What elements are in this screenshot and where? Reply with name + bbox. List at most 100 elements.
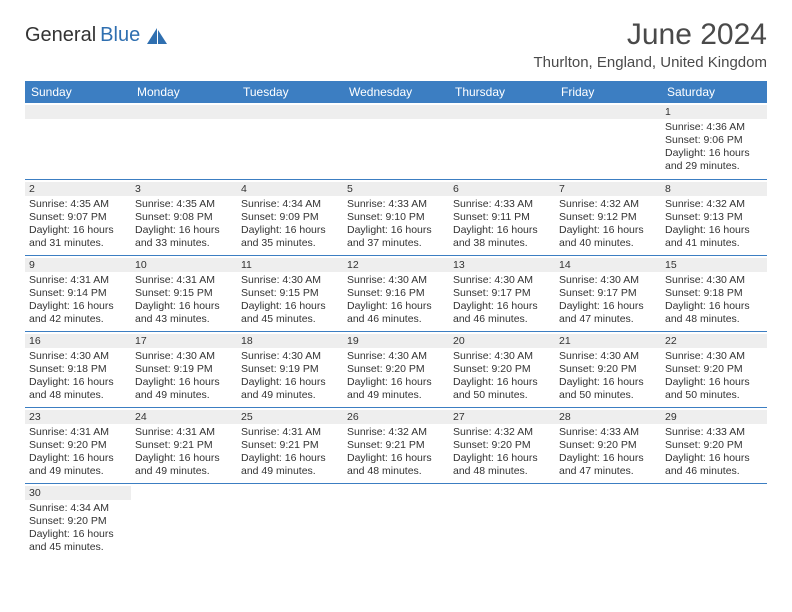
day-number: 24	[131, 410, 237, 424]
day-number: 17	[131, 334, 237, 348]
day-number: 12	[343, 258, 449, 272]
day-cell	[449, 103, 555, 179]
day-details: Sunrise: 4:33 AMSunset: 9:11 PMDaylight:…	[453, 198, 551, 251]
day-cell	[555, 483, 661, 559]
dayname-sun: Sunday	[25, 81, 131, 103]
day-number: 23	[25, 410, 131, 424]
day-cell: 18 Sunrise: 4:30 AMSunset: 9:19 PMDayligh…	[237, 331, 343, 407]
week-row: 1Sunrise: 4:36 AMSunset: 9:06 PMDaylight…	[25, 103, 767, 179]
day-cell: 8 Sunrise: 4:32 AMSunset: 9:13 PMDaylight…	[661, 179, 767, 255]
day-details: Sunrise: 4:30 AMSunset: 9:19 PMDaylight:…	[135, 350, 233, 403]
day-details: Sunrise: 4:30 AMSunset: 9:20 PMDaylight:…	[453, 350, 551, 403]
day-details: Sunrise: 4:30 AMSunset: 9:16 PMDaylight:…	[347, 274, 445, 327]
day-details: Sunrise: 4:30 AMSunset: 9:17 PMDaylight:…	[453, 274, 551, 327]
page-header: GeneralBlue June 2024 Thurlton, England,…	[25, 18, 767, 71]
day-number: 27	[449, 410, 555, 424]
day-details: Sunrise: 4:33 AMSunset: 9:20 PMDaylight:…	[559, 426, 657, 479]
dayname-sat: Saturday	[661, 81, 767, 103]
dayname-thu: Thursday	[449, 81, 555, 103]
day-details: Sunrise: 4:34 AMSunset: 9:20 PMDaylight:…	[29, 502, 127, 555]
logo: GeneralBlue	[25, 18, 168, 47]
day-cell	[343, 483, 449, 559]
day-cell	[449, 483, 555, 559]
day-details: Sunrise: 4:35 AMSunset: 9:07 PMDaylight:…	[29, 198, 127, 251]
day-cell: 21Sunrise: 4:30 AMSunset: 9:20 PMDayligh…	[555, 331, 661, 407]
calendar-page: GeneralBlue June 2024 Thurlton, England,…	[0, 0, 792, 569]
day-number: 30	[25, 486, 131, 500]
day-details: Sunrise: 4:31 AMSunset: 9:21 PMDaylight:…	[241, 426, 339, 479]
day-number: 15	[661, 258, 767, 272]
day-cell	[237, 483, 343, 559]
day-details: Sunrise: 4:30 AMSunset: 9:18 PMDaylight:…	[665, 274, 763, 327]
day-details: Sunrise: 4:36 AMSunset: 9:06 PMDaylight:…	[665, 121, 763, 174]
day-details: Sunrise: 4:30 AMSunset: 9:19 PMDaylight:…	[241, 350, 339, 403]
logo-text-dark: General	[25, 24, 96, 47]
day-number-empty	[25, 105, 131, 119]
dayname-fri: Friday	[555, 81, 661, 103]
day-cell: 28Sunrise: 4:33 AMSunset: 9:20 PMDayligh…	[555, 407, 661, 483]
day-number: 9	[25, 258, 131, 272]
day-number: 18	[237, 334, 343, 348]
day-cell: 7Sunrise: 4:32 AMSunset: 9:12 PMDaylight…	[555, 179, 661, 255]
day-number: 14	[555, 258, 661, 272]
day-number-empty	[555, 105, 661, 119]
day-cell: 3 Sunrise: 4:35 AMSunset: 9:08 PMDaylight…	[131, 179, 237, 255]
day-cell	[131, 483, 237, 559]
sail-icon	[146, 27, 168, 45]
day-cell: 22 Sunrise: 4:30 AMSunset: 9:20 PMDayligh…	[661, 331, 767, 407]
day-number: 13	[449, 258, 555, 272]
day-number: 4	[237, 182, 343, 196]
day-cell: 27Sunrise: 4:32 AMSunset: 9:20 PMDayligh…	[449, 407, 555, 483]
day-cell: 9 Sunrise: 4:31 AMSunset: 9:14 PMDaylight…	[25, 255, 131, 331]
day-details: Sunrise: 4:35 AMSunset: 9:08 PMDaylight:…	[135, 198, 233, 251]
day-number: 29	[661, 410, 767, 424]
day-details: Sunrise: 4:31 AMSunset: 9:15 PMDaylight:…	[135, 274, 233, 327]
day-cell: 17 Sunrise: 4:30 AMSunset: 9:19 PMDayligh…	[131, 331, 237, 407]
logo-text-blue: Blue	[100, 24, 140, 47]
dayname-mon: Monday	[131, 81, 237, 103]
day-details: Sunrise: 4:34 AMSunset: 9:09 PMDaylight:…	[241, 198, 339, 251]
header-right: June 2024 Thurlton, England, United King…	[534, 18, 767, 71]
week-row: 2 Sunrise: 4:35 AMSunset: 9:07 PMDaylight…	[25, 179, 767, 255]
day-cell: 2 Sunrise: 4:35 AMSunset: 9:07 PMDaylight…	[25, 179, 131, 255]
day-number-empty	[343, 105, 449, 119]
week-row: 23Sunrise: 4:31 AMSunset: 9:20 PMDayligh…	[25, 407, 767, 483]
week-row: 16Sunrise: 4:30 AMSunset: 9:18 PMDayligh…	[25, 331, 767, 407]
day-details: Sunrise: 4:31 AMSunset: 9:14 PMDaylight:…	[29, 274, 127, 327]
day-details: Sunrise: 4:31 AMSunset: 9:21 PMDaylight:…	[135, 426, 233, 479]
week-row: 30 Sunrise: 4:34 AMSunset: 9:20 PMDayligh…	[25, 483, 767, 559]
day-details: Sunrise: 4:30 AMSunset: 9:20 PMDaylight:…	[347, 350, 445, 403]
day-cell: 1Sunrise: 4:36 AMSunset: 9:06 PMDaylight…	[661, 103, 767, 179]
day-cell: 16Sunrise: 4:30 AMSunset: 9:18 PMDayligh…	[25, 331, 131, 407]
day-number: 16	[25, 334, 131, 348]
day-cell	[343, 103, 449, 179]
day-number: 20	[449, 334, 555, 348]
day-details: Sunrise: 4:33 AMSunset: 9:10 PMDaylight:…	[347, 198, 445, 251]
day-details: Sunrise: 4:33 AMSunset: 9:20 PMDaylight:…	[665, 426, 763, 479]
day-number: 25	[237, 410, 343, 424]
day-cell: 19Sunrise: 4:30 AMSunset: 9:20 PMDayligh…	[343, 331, 449, 407]
day-cell: 13 Sunrise: 4:30 AMSunset: 9:17 PMDayligh…	[449, 255, 555, 331]
day-number: 10	[131, 258, 237, 272]
day-cell: 12 Sunrise: 4:30 AMSunset: 9:16 PMDayligh…	[343, 255, 449, 331]
day-cell	[661, 483, 767, 559]
page-title: June 2024	[534, 18, 767, 52]
day-details: Sunrise: 4:30 AMSunset: 9:15 PMDaylight:…	[241, 274, 339, 327]
day-cell: 6 Sunrise: 4:33 AMSunset: 9:11 PMDaylight…	[449, 179, 555, 255]
day-details: Sunrise: 4:30 AMSunset: 9:20 PMDaylight:…	[665, 350, 763, 403]
day-cell: 10 Sunrise: 4:31 AMSunset: 9:15 PMDayligh…	[131, 255, 237, 331]
day-number: 8	[661, 182, 767, 196]
day-number-empty	[449, 105, 555, 119]
day-number: 3	[131, 182, 237, 196]
day-cell: 5Sunrise: 4:33 AMSunset: 9:10 PMDaylight…	[343, 179, 449, 255]
day-details: Sunrise: 4:32 AMSunset: 9:13 PMDaylight:…	[665, 198, 763, 251]
day-number: 2	[25, 182, 131, 196]
day-number: 22	[661, 334, 767, 348]
day-cell: 15 Sunrise: 4:30 AMSunset: 9:18 PMDayligh…	[661, 255, 767, 331]
dayname-row: Sunday Monday Tuesday Wednesday Thursday…	[25, 81, 767, 103]
location-text: Thurlton, England, United Kingdom	[534, 54, 767, 71]
day-cell: 24 Sunrise: 4:31 AMSunset: 9:21 PMDayligh…	[131, 407, 237, 483]
day-number: 11	[237, 258, 343, 272]
day-number: 6	[449, 182, 555, 196]
day-cell: 29 Sunrise: 4:33 AMSunset: 9:20 PMDayligh…	[661, 407, 767, 483]
